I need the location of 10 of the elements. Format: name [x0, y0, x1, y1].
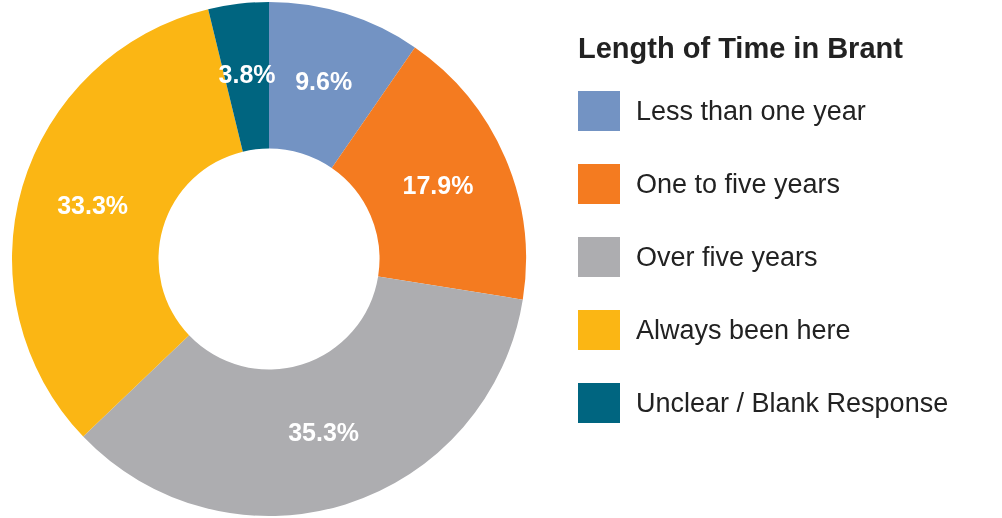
legend-label: Over five years: [636, 241, 818, 273]
legend-label: Always been here: [636, 314, 851, 346]
data-label: 35.3%: [288, 418, 360, 447]
data-label: 9.6%: [295, 67, 353, 96]
data-label: 33.3%: [57, 191, 129, 220]
legend-label: Unclear / Blank Response: [636, 387, 949, 419]
legend-title: Length of Time in Brant: [578, 32, 904, 65]
legend-label: One to five years: [636, 168, 841, 200]
data-label: 17.9%: [402, 170, 474, 199]
legend-label: Less than one year: [636, 95, 866, 127]
